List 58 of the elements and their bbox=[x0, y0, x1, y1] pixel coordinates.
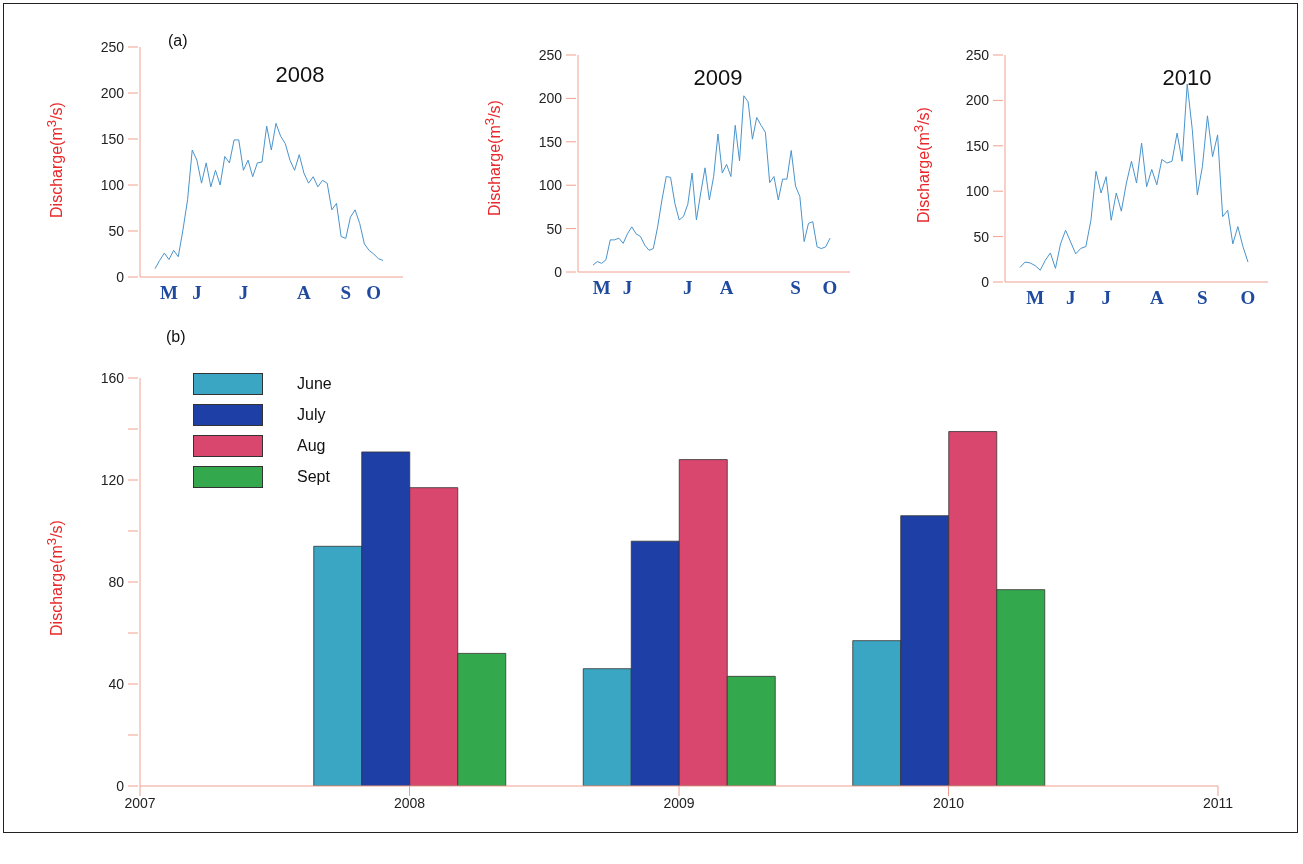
y-tick-label: 40 bbox=[108, 675, 125, 692]
text: (b) bbox=[166, 328, 186, 346]
y-tick-label: 200 bbox=[100, 84, 125, 101]
x-tick-label: S bbox=[790, 277, 801, 298]
y-tick-label: 250 bbox=[965, 46, 990, 63]
y-tick-label: 100 bbox=[538, 177, 563, 194]
annotation: (a) bbox=[168, 32, 188, 50]
y-tick-label: 200 bbox=[965, 92, 990, 109]
y-tick-label: 150 bbox=[965, 137, 990, 154]
legend-label: Sept bbox=[297, 467, 330, 486]
x-tick-label: J bbox=[1065, 287, 1076, 308]
y-tick-label: 150 bbox=[538, 133, 563, 150]
y-tick-label: 100 bbox=[100, 176, 125, 193]
x-tick-label: 2011 bbox=[1202, 794, 1234, 811]
legend-label: June bbox=[297, 374, 332, 393]
x-tick-label: J bbox=[192, 282, 202, 303]
y-tick-label: 120 bbox=[100, 471, 125, 488]
x-tick-label: 2007 bbox=[124, 794, 156, 811]
x-tick-label: A bbox=[719, 277, 734, 298]
x-tick-label: O bbox=[366, 282, 382, 303]
x-tick-label: S bbox=[1197, 287, 1208, 308]
x-tick-label: M bbox=[1026, 287, 1045, 308]
x-tick-label: M bbox=[159, 282, 178, 303]
y-tick-label: 50 bbox=[973, 228, 990, 245]
y-tick-label: 80 bbox=[108, 573, 125, 590]
x-tick-label: O bbox=[822, 277, 838, 298]
text: 2009 bbox=[693, 65, 743, 91]
y-tick-label: 50 bbox=[546, 220, 563, 237]
line-series bbox=[154, 122, 384, 270]
y-tick-label: 100 bbox=[965, 183, 990, 200]
y-tick-label: 150 bbox=[100, 130, 125, 147]
x-tick-label: J bbox=[238, 282, 249, 303]
y-tick-label: 0 bbox=[981, 273, 990, 290]
legend-label: July bbox=[297, 405, 326, 424]
x-tick-label: M bbox=[592, 277, 611, 298]
y-tick-label: 0 bbox=[554, 263, 563, 280]
x-tick-label: 2010 bbox=[932, 794, 965, 811]
y-tick-label: 250 bbox=[100, 38, 125, 55]
line-series bbox=[1019, 83, 1249, 271]
x-tick-label: 2009 bbox=[663, 794, 695, 811]
y-tick-label: 160 bbox=[100, 369, 125, 386]
text: 2008 bbox=[275, 62, 325, 88]
line-series bbox=[592, 95, 831, 266]
x-tick-label: S bbox=[340, 282, 352, 303]
x-tick-label: A bbox=[297, 282, 312, 303]
x-tick-label: O bbox=[1240, 287, 1256, 308]
y-tick-label: 250 bbox=[538, 46, 563, 63]
x-tick-label: J bbox=[1101, 287, 1111, 308]
x-tick-label: J bbox=[683, 277, 693, 298]
y-tick-label: 0 bbox=[116, 268, 125, 285]
text: 2010 bbox=[1162, 65, 1212, 91]
y-tick-label: 0 bbox=[116, 777, 125, 794]
y-tick-label: 200 bbox=[538, 90, 563, 107]
y-tick-label: 50 bbox=[108, 222, 125, 239]
x-tick-label: J bbox=[622, 277, 633, 298]
x-tick-label: 2008 bbox=[393, 794, 426, 811]
legend-label: Aug bbox=[297, 436, 326, 455]
x-tick-label: A bbox=[1149, 287, 1164, 308]
